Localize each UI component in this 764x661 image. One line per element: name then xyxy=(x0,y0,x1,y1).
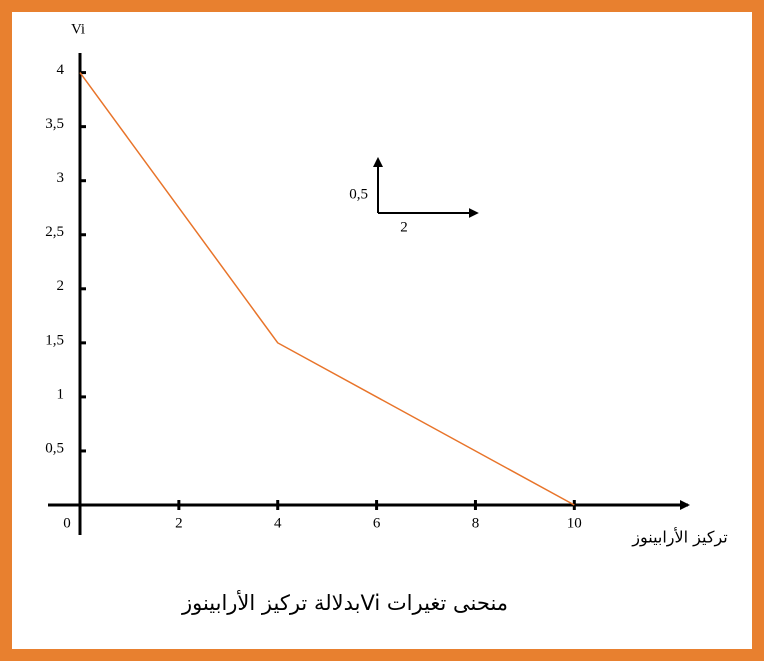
chart-title: منحنى تغيرات Viبدلالة تركيز الأرابينوز xyxy=(181,590,508,615)
x-tick-label: 0 xyxy=(63,515,71,531)
scale-label-y: 0,5 xyxy=(349,186,368,202)
x-tick-label: 10 xyxy=(567,515,582,531)
data-line xyxy=(79,72,575,506)
y-tick-label: 3,5 xyxy=(45,116,64,132)
x-tick-label: 6 xyxy=(373,515,381,531)
y-tick-label: 2,5 xyxy=(45,224,64,240)
y-tick-label: 1 xyxy=(57,386,65,402)
y-tick-label: 0,5 xyxy=(45,440,64,456)
scale-label-x: 2 xyxy=(400,219,408,235)
x-tick-label: 4 xyxy=(274,515,282,531)
x-tick-label: 2 xyxy=(175,515,183,531)
y-tick-label: 1,5 xyxy=(45,332,64,348)
x-tick-label: 8 xyxy=(472,515,480,531)
y-tick-label: 3 xyxy=(57,170,65,186)
y-tick-label: 2 xyxy=(57,278,65,294)
y-axis-label: Vi xyxy=(71,21,85,37)
x-axis-label: تركيز الأرابينوز xyxy=(631,527,727,548)
y-tick-label: 4 xyxy=(57,62,65,78)
